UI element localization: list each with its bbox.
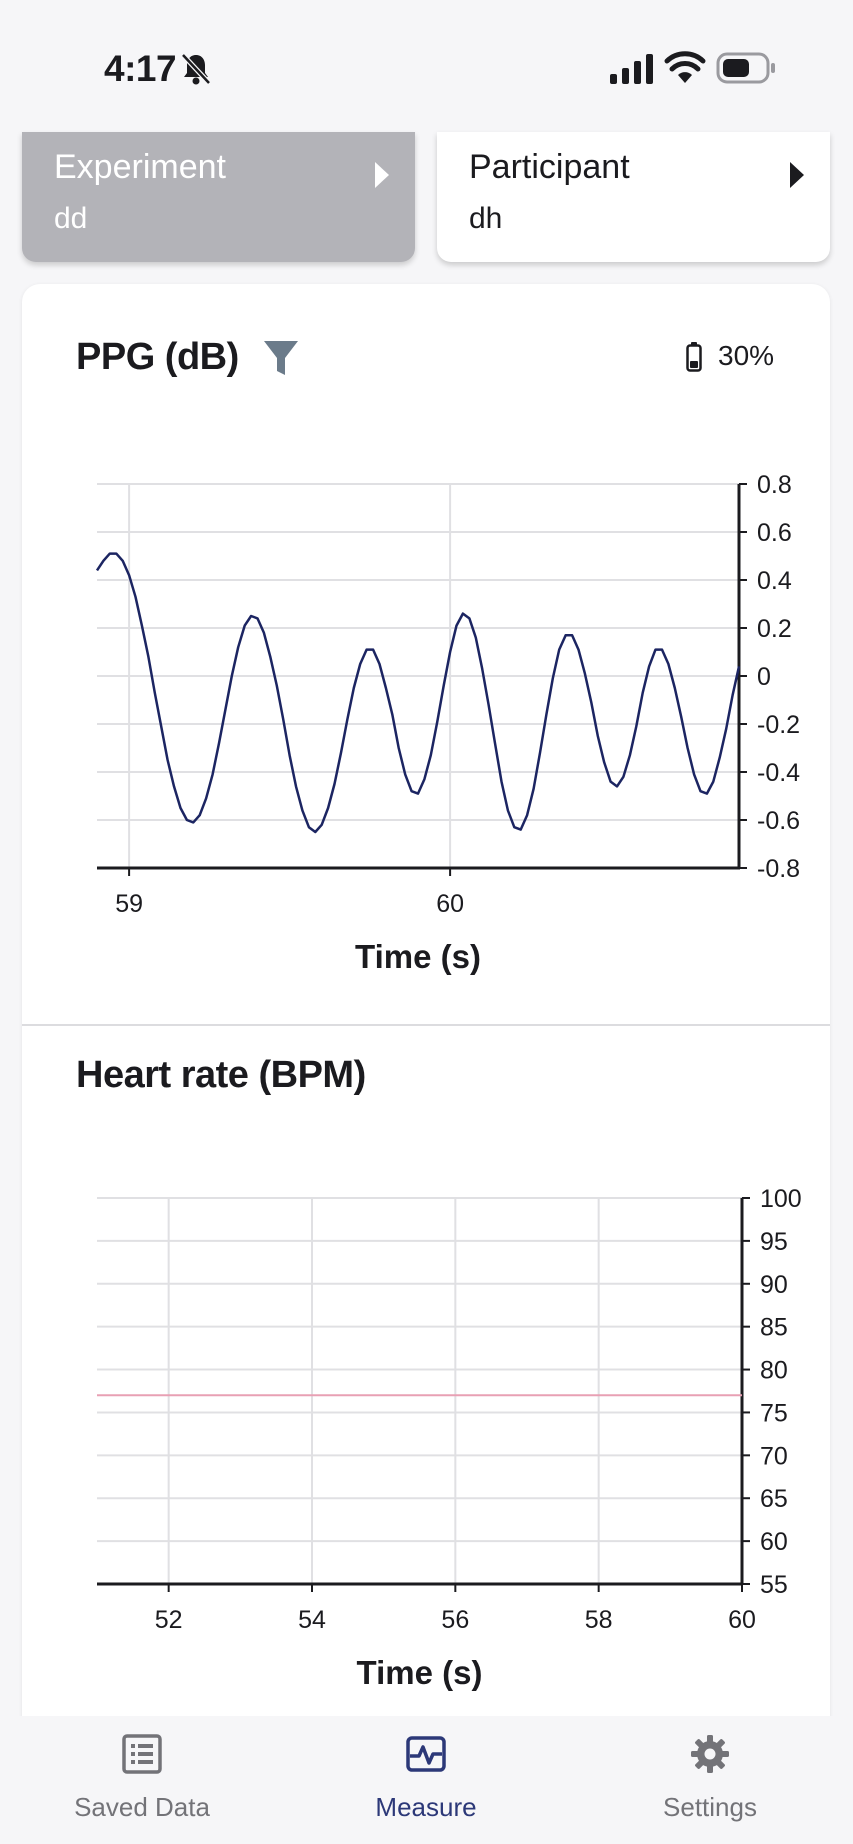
y-tick-label: 60 bbox=[760, 1528, 788, 1556]
y-tick-label: 95 bbox=[760, 1228, 788, 1256]
y-tick-label: -0.8 bbox=[757, 855, 800, 883]
participant-value: dh bbox=[469, 202, 503, 235]
heartbeat-monitor-icon bbox=[406, 1736, 446, 1772]
nav-settings-label: Settings bbox=[663, 1792, 757, 1822]
experiment-selector[interactable]: Experiment dd bbox=[22, 132, 415, 262]
x-tick-label: 52 bbox=[155, 1606, 183, 1634]
y-tick-label: 0.2 bbox=[757, 615, 792, 643]
x-axis-label: Time (s) bbox=[357, 1654, 483, 1691]
device-battery-icon bbox=[686, 342, 702, 372]
bell-muted-icon bbox=[181, 53, 211, 85]
nav-measure[interactable]: Measure bbox=[306, 1716, 546, 1844]
experiment-label: Experiment bbox=[54, 148, 226, 186]
phone-battery-icon bbox=[716, 52, 775, 84]
series-line bbox=[95, 552, 741, 834]
y-tick-label: 75 bbox=[760, 1399, 788, 1427]
y-tick-label: 80 bbox=[760, 1357, 788, 1385]
y-tick-label: 0.8 bbox=[757, 471, 792, 499]
x-tick-label: 58 bbox=[585, 1606, 613, 1634]
filter-icon[interactable] bbox=[262, 338, 300, 378]
y-tick-label: 0.6 bbox=[757, 519, 792, 547]
y-tick-label: 70 bbox=[760, 1442, 788, 1470]
y-tick-label: 100 bbox=[760, 1185, 802, 1213]
x-tick-label: 54 bbox=[298, 1606, 326, 1634]
y-tick-label: 0.4 bbox=[757, 567, 792, 595]
nav-saved-data[interactable]: Saved Data bbox=[22, 1716, 262, 1844]
y-tick-label: 85 bbox=[760, 1314, 788, 1342]
y-tick-label: 55 bbox=[760, 1571, 788, 1599]
chevron-right-icon bbox=[790, 162, 804, 188]
ppg-title: PPG (dB) bbox=[76, 336, 239, 378]
x-axis-label: Time (s) bbox=[355, 938, 481, 975]
y-tick-label: 90 bbox=[760, 1271, 788, 1299]
x-tick-label: 60 bbox=[436, 890, 464, 918]
experiment-value: dd bbox=[54, 202, 88, 235]
cellular-signal-icon bbox=[610, 54, 653, 84]
status-bar: 4:17 bbox=[0, 0, 853, 132]
participant-selector[interactable]: Participant dh bbox=[437, 132, 830, 262]
y-tick-label: 65 bbox=[760, 1485, 788, 1513]
ppg-chart: 0.8 0.6 0.4 0.2 0 -0.2 -0.4 -0.6 -0.8 59 60 Time (s… bbox=[95, 471, 800, 975]
heart-rate-title: Heart rate (BPM) bbox=[76, 1054, 366, 1096]
nav-settings[interactable]: Settings bbox=[590, 1716, 830, 1844]
y-tick-label: 0 bbox=[757, 663, 771, 691]
y-tick-label: -0.4 bbox=[757, 759, 800, 787]
y-tick-label: -0.2 bbox=[757, 711, 800, 739]
bottom-navigation: Saved Data Measure Settings bbox=[0, 1716, 853, 1844]
participant-label: Participant bbox=[469, 148, 630, 186]
nav-measure-label: Measure bbox=[375, 1792, 477, 1822]
x-tick-label: 59 bbox=[115, 890, 143, 918]
device-battery-level: 30% bbox=[718, 340, 775, 371]
gear-icon bbox=[691, 1735, 729, 1773]
measure-panel: PPG (dB) 30% 0.8 0.6 0.4 0.2 0 -0.2 -0.4 -0.6 -0… bbox=[22, 284, 830, 1724]
chevron-right-icon bbox=[375, 162, 389, 188]
y-tick-label: -0.6 bbox=[757, 807, 800, 835]
nav-saved-data-label: Saved Data bbox=[74, 1792, 210, 1822]
x-tick-label: 60 bbox=[728, 1606, 756, 1634]
wifi-icon bbox=[664, 51, 706, 83]
list-icon bbox=[122, 1734, 162, 1774]
x-tick-label: 56 bbox=[441, 1606, 469, 1634]
status-time: 4:17 bbox=[104, 48, 177, 89]
section-divider bbox=[22, 1024, 830, 1026]
